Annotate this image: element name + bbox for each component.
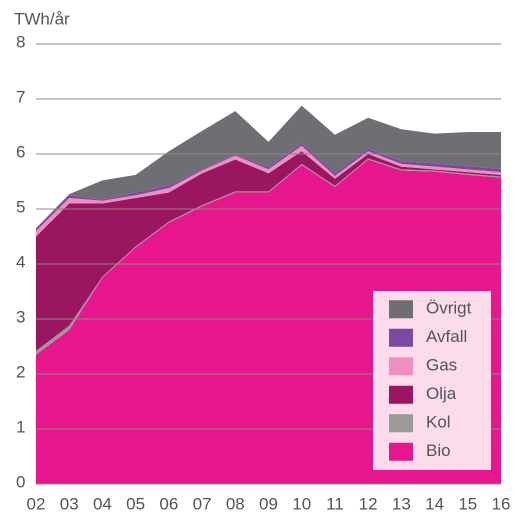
legend-swatch: [389, 357, 413, 376]
y-tick-label: 4: [16, 252, 25, 271]
legend-swatch: [389, 328, 413, 347]
area: [36, 151, 501, 351]
x-tick-label: 09: [259, 494, 278, 513]
y-tick-label: 7: [16, 87, 25, 106]
x-tick-label: 08: [226, 494, 245, 513]
x-tick-label: 07: [193, 494, 212, 513]
legend-label: Övrigt: [426, 299, 472, 318]
area: [36, 105, 501, 229]
x-tick-label: 02: [27, 494, 46, 513]
y-tick-label: 2: [16, 362, 25, 381]
y-axis-label: TWh/år: [14, 9, 70, 28]
y-tick-label: 5: [16, 197, 25, 216]
legend-swatch: [389, 300, 413, 319]
legend: Övrigt Avfall Gas Olja Kol Bio: [373, 291, 491, 470]
y-tick-label: 6: [16, 142, 25, 161]
x-tick-label: 05: [126, 494, 145, 513]
legend-swatch: [389, 442, 413, 461]
legend-label: Gas: [426, 356, 457, 375]
legend-label: Bio: [426, 441, 451, 460]
x-tick-label: 11: [326, 494, 344, 513]
y-tick-label: 1: [16, 417, 25, 436]
x-tick-label: 03: [60, 494, 79, 513]
legend-box: [373, 291, 491, 470]
x-tick-label: 15: [458, 494, 477, 513]
x-tick-label: 13: [392, 494, 411, 513]
legend-swatch: [389, 414, 413, 433]
y-tick-label: 3: [16, 307, 25, 326]
y-tick-label: 0: [16, 472, 25, 491]
x-tick-label: 14: [425, 494, 444, 513]
legend-label: Olja: [426, 384, 457, 403]
x-tick-label: 16: [492, 494, 511, 513]
x-tick-label: 10: [292, 494, 311, 513]
legend-swatch: [389, 385, 413, 404]
x-tick-label: 12: [359, 494, 378, 513]
x-tick-label: 04: [93, 494, 112, 513]
legend-label: Kol: [426, 413, 451, 432]
y-tick-label: 8: [16, 32, 25, 51]
legend-label: Avfall: [426, 327, 467, 346]
x-tick-label: 06: [159, 494, 178, 513]
